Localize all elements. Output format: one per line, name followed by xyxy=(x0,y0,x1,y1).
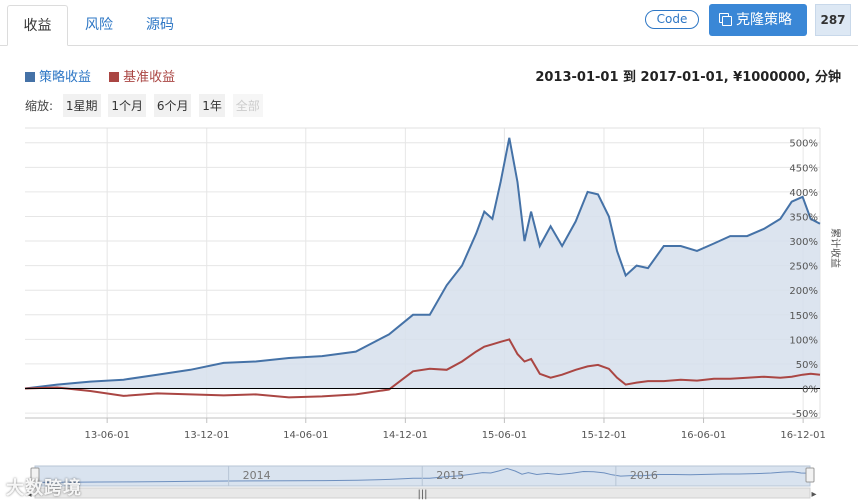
legend-swatch-strategy xyxy=(25,72,35,82)
scroll-right-arrow-icon[interactable]: ▸ xyxy=(811,489,816,500)
y-tick-label: 0% xyxy=(802,385,818,396)
y-axis-ticks: -50% 0% 50% 100% 150% 200% 250% 300% 350% 400% 450… xyxy=(789,139,818,420)
navigator-left-handle[interactable] xyxy=(30,467,40,483)
x-tick-label: 13-06-01 xyxy=(84,430,129,441)
zoom-label: 缩放: xyxy=(25,99,54,113)
strategy-line xyxy=(24,137,821,390)
clone-strategy-button[interactable]: 克隆策略 xyxy=(709,4,807,36)
x-tick-label: 14-06-01 xyxy=(283,430,328,441)
zoom-6m-button[interactable]: 6个月 xyxy=(153,94,192,117)
legend-swatch-benchmark xyxy=(109,72,120,82)
y-tick-label: 100% xyxy=(789,335,818,346)
x-tick-label: 16-12-01 xyxy=(780,430,825,441)
tab-bar-divider xyxy=(0,45,858,46)
scrollbar-grip-icon: ||| xyxy=(417,489,427,500)
zoom-controls: 缩放: 1星期 1个月 6个月 1年 全部 xyxy=(25,94,267,117)
y-tick-label: 50% xyxy=(796,360,818,371)
legend-label-strategy: 策略收益 xyxy=(39,70,92,85)
legend-item-benchmark[interactable]: 基准收益 xyxy=(109,66,175,85)
legend-item-strategy[interactable]: 策略收益 xyxy=(25,66,91,85)
tab-source[interactable]: 源码 xyxy=(146,17,174,33)
y-tick-label: -50% xyxy=(792,409,818,420)
zoom-all-button[interactable]: 全部 xyxy=(232,94,263,117)
tab-bar: 收益 风险 源码 xyxy=(0,0,858,46)
time-navigator[interactable]: 2014 2015 2016 ||| ▸ ◂ xyxy=(26,465,817,500)
benchmark-line xyxy=(24,338,821,399)
x-tick-label: 14-12-01 xyxy=(383,430,428,441)
y-tick-label: 400% xyxy=(789,188,818,199)
legend-label-benchmark: 基准收益 xyxy=(123,70,176,85)
watermark: 大数跨境 xyxy=(6,478,82,499)
y-tick-label: 300% xyxy=(789,237,818,248)
backtest-range-text: 2013-01-01 到 2017-01-01, ¥1000000, 分钟 xyxy=(535,70,841,85)
navigator-series xyxy=(34,467,811,483)
y-tick-label: 200% xyxy=(789,286,818,297)
navigator-year-label: 2016 xyxy=(630,469,658,482)
tab-risk[interactable]: 风险 xyxy=(85,17,113,33)
zoom-1y-button[interactable]: 1年 xyxy=(199,94,225,117)
navigator-scrollbar[interactable] xyxy=(34,487,811,499)
navigator-year-label: 2014 xyxy=(243,469,271,482)
strategy-area xyxy=(25,137,820,389)
x-tick-label: 15-06-01 xyxy=(482,430,527,441)
y-tick-label: 150% xyxy=(789,311,818,322)
y-axis-title: 累计收益 xyxy=(829,228,842,268)
returns-chart: -50% 0% 50% 100% 150% 200% 250% 300% 350% 400% 450… xyxy=(24,127,842,500)
y-tick-label: 350% xyxy=(789,212,818,223)
navigator-year-label: 2015 xyxy=(436,469,464,482)
y-tick-label: 250% xyxy=(789,262,818,273)
code-button[interactable]: Code xyxy=(645,10,699,29)
x-axis-ticks: 13-06-01 13-12-01 14-06-01 14-12-01 15-06-01… xyxy=(25,417,826,441)
copy-icon xyxy=(719,13,732,26)
zoom-1w-button[interactable]: 1星期 xyxy=(62,94,101,117)
clone-strategy-label: 克隆策略 xyxy=(736,12,792,28)
scroll-left-arrow-icon[interactable]: ◂ xyxy=(26,489,31,500)
x-tick-label: 15-12-01 xyxy=(581,430,626,441)
tab-returns[interactable]: 收益 xyxy=(7,5,68,46)
chart-legend: 策略收益 基准收益 xyxy=(25,66,189,85)
navigator-right-handle[interactable] xyxy=(805,467,815,483)
clone-count-badge: 287 xyxy=(815,4,851,36)
y-tick-label: 500% xyxy=(789,139,818,150)
y-tick-label: 450% xyxy=(789,163,818,174)
zoom-1m-button[interactable]: 1个月 xyxy=(108,94,146,117)
x-tick-label: 13-12-01 xyxy=(184,430,229,441)
x-tick-label: 16-06-01 xyxy=(681,430,726,441)
